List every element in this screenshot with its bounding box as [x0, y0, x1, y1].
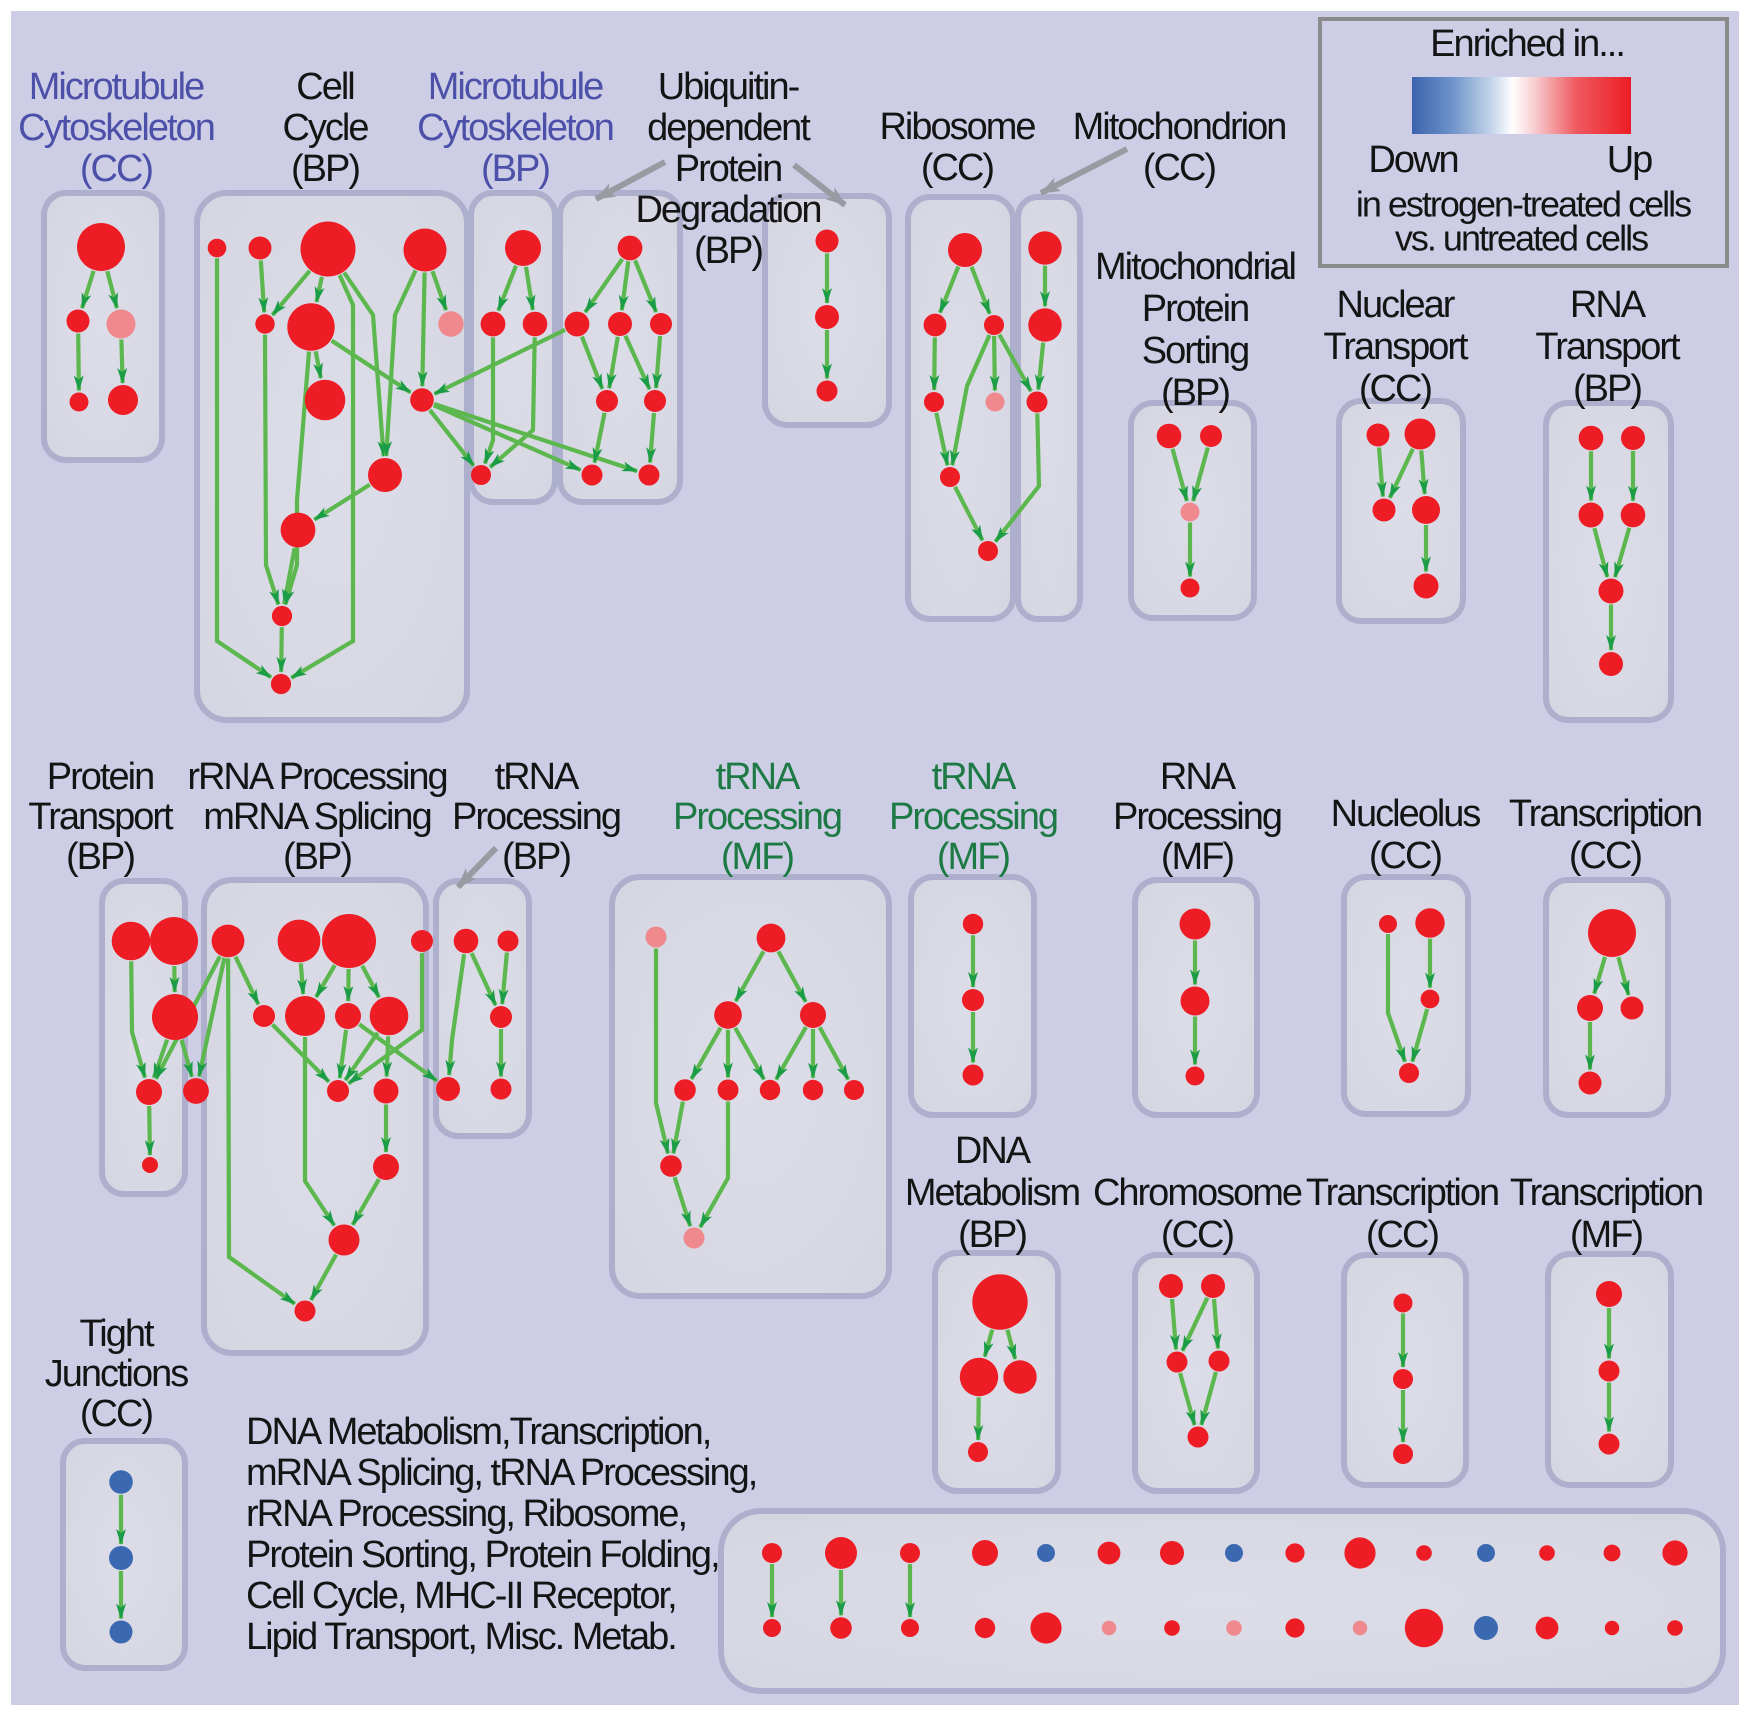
svg-text:(BP): (BP)	[1161, 372, 1229, 414]
svg-text:(BP): (BP)	[502, 836, 570, 878]
svg-text:Processing: Processing	[452, 796, 620, 838]
svg-text:rRNA Processing: rRNA Processing	[187, 756, 446, 798]
svg-text:Cytoskeleton: Cytoskeleton	[18, 107, 214, 149]
svg-text:RNA: RNA	[1160, 756, 1237, 798]
svg-text:Transcription: Transcription	[1510, 1172, 1702, 1214]
svg-text:Microtubule: Microtubule	[29, 66, 204, 108]
svg-text:(MF): (MF)	[937, 836, 1010, 878]
svg-text:Cell: Cell	[296, 66, 353, 108]
svg-text:Chromosome: Chromosome	[1093, 1172, 1302, 1214]
svg-text:Junctions: Junctions	[45, 1353, 189, 1395]
svg-text:Processing: Processing	[889, 796, 1057, 838]
svg-text:dependent: dependent	[647, 107, 811, 149]
svg-text:DNA Metabolism,Transcription,: DNA Metabolism,Transcription,	[246, 1411, 710, 1453]
svg-text:Cycle: Cycle	[282, 107, 368, 149]
svg-text:Processing: Processing	[673, 796, 841, 838]
svg-text:(CC): (CC)	[1161, 1214, 1234, 1256]
svg-text:Degradation: Degradation	[635, 189, 820, 231]
svg-text:Protein Sorting, Protein Foldi: Protein Sorting, Protein Folding,	[246, 1534, 719, 1576]
svg-text:Microtubule: Microtubule	[428, 66, 603, 108]
svg-text:(CC): (CC)	[921, 147, 994, 189]
svg-text:in estrogen-treated cells: in estrogen-treated cells	[1356, 184, 1691, 225]
svg-text:mRNA Splicing: mRNA Splicing	[203, 796, 430, 838]
svg-text:Enriched in...: Enriched in...	[1430, 23, 1624, 65]
svg-text:(BP): (BP)	[66, 836, 134, 878]
svg-text:mRNA Splicing, tRNA Processing: mRNA Splicing, tRNA Processing,	[246, 1452, 756, 1494]
svg-text:Up: Up	[1607, 139, 1652, 181]
svg-text:Nucleolus: Nucleolus	[1331, 793, 1481, 835]
svg-text:Processing: Processing	[1113, 796, 1281, 838]
svg-text:(CC): (CC)	[1369, 835, 1442, 877]
svg-text:(BP): (BP)	[694, 230, 762, 272]
svg-text:(BP): (BP)	[958, 1214, 1026, 1256]
svg-text:Transport: Transport	[28, 796, 174, 838]
svg-text:Down: Down	[1368, 139, 1457, 181]
svg-text:(CC): (CC)	[1569, 835, 1642, 877]
svg-text:(MF): (MF)	[1161, 836, 1234, 878]
svg-text:Metabolism: Metabolism	[905, 1172, 1080, 1214]
svg-text:Cytoskeleton: Cytoskeleton	[417, 107, 613, 149]
svg-text:(MF): (MF)	[1570, 1214, 1643, 1256]
svg-text:Transport: Transport	[1323, 326, 1469, 368]
svg-text:Cell Cycle, MHC-II Receptor,: Cell Cycle, MHC-II Receptor,	[246, 1575, 676, 1617]
svg-text:(CC): (CC)	[80, 1393, 153, 1435]
svg-text:(BP): (BP)	[291, 148, 359, 190]
svg-text:(MF): (MF)	[721, 836, 794, 878]
svg-text:(BP): (BP)	[283, 836, 351, 878]
svg-text:Transport: Transport	[1535, 326, 1681, 368]
svg-text:(BP): (BP)	[1573, 368, 1641, 410]
svg-text:Lipid Transport, Misc. Metab.: Lipid Transport, Misc. Metab.	[246, 1616, 676, 1658]
svg-text:Protein: Protein	[1142, 288, 1248, 330]
svg-text:Ubiquitin-: Ubiquitin-	[658, 66, 799, 108]
svg-text:Sorting: Sorting	[1142, 330, 1248, 372]
svg-text:tRNA: tRNA	[716, 756, 801, 798]
svg-text:Ribosome: Ribosome	[879, 106, 1035, 148]
svg-text:Mitochondrion: Mitochondrion	[1073, 106, 1286, 148]
svg-text:(CC): (CC)	[1143, 147, 1216, 189]
svg-text:tRNA: tRNA	[932, 756, 1017, 798]
svg-text:(BP): (BP)	[481, 148, 549, 190]
svg-text:Mitochondrial: Mitochondrial	[1095, 246, 1295, 288]
svg-text:Transcription: Transcription	[1509, 793, 1701, 835]
svg-text:Protein: Protein	[47, 756, 153, 798]
svg-text:(CC): (CC)	[80, 148, 153, 190]
svg-text:RNA: RNA	[1570, 284, 1647, 326]
svg-text:(CC): (CC)	[1366, 1214, 1439, 1256]
svg-text:Transcription: Transcription	[1306, 1172, 1498, 1214]
svg-text:vs. untreated cells: vs. untreated cells	[1395, 218, 1648, 259]
svg-text:(CC): (CC)	[1359, 368, 1432, 410]
svg-text:Nuclear: Nuclear	[1337, 284, 1456, 326]
svg-text:DNA: DNA	[955, 1130, 1032, 1172]
svg-text:tRNA: tRNA	[495, 756, 580, 798]
svg-text:rRNA Processing, Ribosome,: rRNA Processing, Ribosome,	[246, 1493, 686, 1535]
svg-text:Protein: Protein	[675, 148, 781, 190]
svg-text:Tight: Tight	[79, 1313, 155, 1355]
